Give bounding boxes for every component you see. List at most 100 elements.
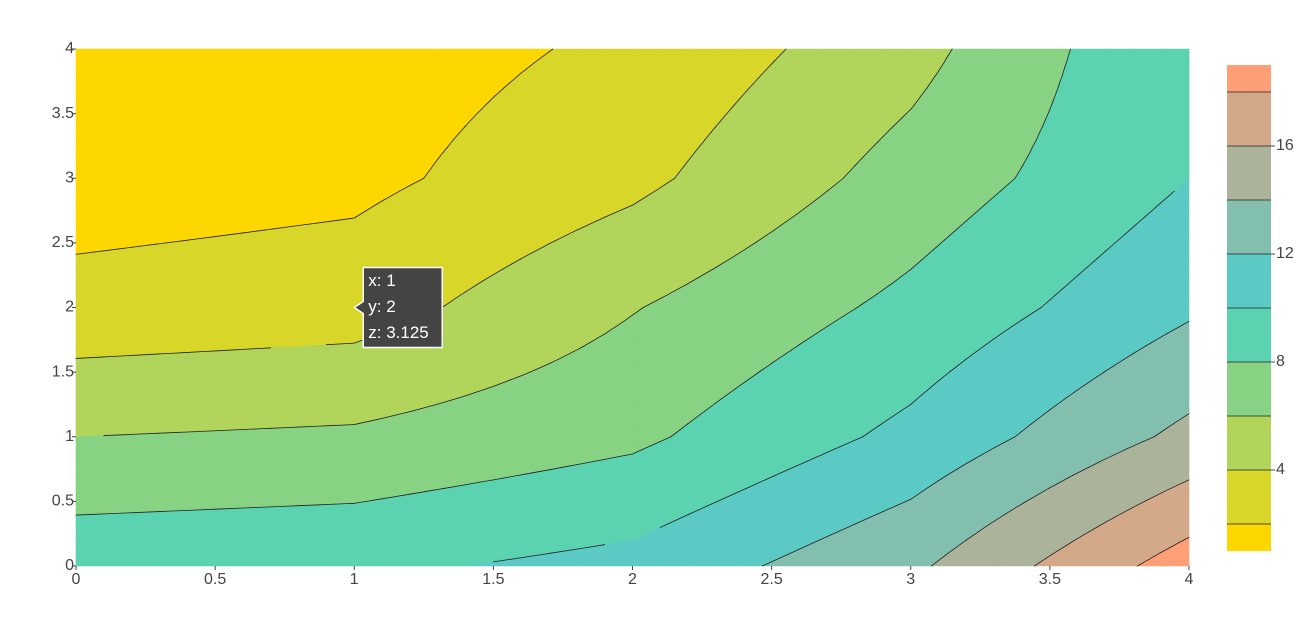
- contour-fill: [381, 48, 411, 63]
- y-tick-label: 4: [65, 40, 74, 57]
- contour-line: [993, 190, 1001, 197]
- contour-line: [694, 147, 700, 153]
- contour-line: [975, 203, 986, 214]
- contour-line: [1077, 462, 1099, 474]
- contour-line: [999, 184, 1008, 192]
- contour-line: [171, 352, 188, 354]
- colorbar-tick-label: 12: [1276, 245, 1294, 262]
- contour-line: [946, 48, 953, 59]
- contour-line: [214, 349, 236, 352]
- contour-line: [690, 273, 705, 283]
- contour-line: [159, 352, 173, 355]
- contour-line: [1022, 151, 1031, 166]
- contour-line: [1049, 475, 1073, 489]
- contour-line: [826, 526, 849, 537]
- contour-line: [270, 426, 292, 429]
- contour-line: [715, 255, 736, 268]
- contour-line: [486, 100, 491, 104]
- contour-fill: [1133, 48, 1162, 63]
- colorbar-tick-label: 4: [1276, 461, 1285, 478]
- contour-line: [520, 61, 536, 74]
- contour-line: [520, 255, 527, 260]
- contour-line: [442, 147, 447, 153]
- contour-line: [1070, 275, 1079, 283]
- x-tick-label: 3.5: [1039, 571, 1061, 588]
- contour-line: [733, 100, 739, 106]
- contour-line: [749, 82, 755, 89]
- y-tick-label: 3: [65, 169, 74, 186]
- contour-line: [1077, 384, 1086, 391]
- contour-line: [140, 353, 160, 356]
- contour-line: [753, 74, 762, 84]
- contour-line: [604, 204, 633, 218]
- contour-line: [761, 561, 773, 567]
- contour-line: [938, 61, 945, 72]
- contour-line: [1018, 320, 1022, 323]
- contour-line: [520, 553, 549, 559]
- contour-line: [1057, 82, 1060, 89]
- contour-line: [476, 103, 488, 115]
- contour-line: [882, 281, 895, 291]
- contour-line: [165, 509, 188, 512]
- contour-line: [799, 332, 818, 346]
- contour-line: [930, 560, 939, 567]
- contour-line: [760, 63, 773, 76]
- contour-line: [1154, 552, 1161, 557]
- contour-line: [576, 345, 584, 351]
- contour-line: [104, 512, 133, 515]
- contour-line: [624, 314, 633, 321]
- contour-line: [75, 513, 95, 516]
- contour-line: [737, 93, 745, 102]
- contour-line: [882, 126, 894, 138]
- contour-line: [1049, 397, 1067, 411]
- contour-line: [660, 514, 689, 528]
- contour-line: [465, 389, 484, 397]
- contour-line: [478, 479, 494, 483]
- contour-fill: [75, 48, 104, 63]
- contour-line: [607, 320, 626, 333]
- contour-line: [1068, 48, 1071, 54]
- contour-fills: [75, 48, 1190, 567]
- contour-line: [357, 417, 383, 425]
- contour-line: [502, 258, 522, 270]
- contour-line: [489, 97, 494, 102]
- contour-fill: [882, 48, 911, 63]
- contour-line: [298, 504, 320, 507]
- contour-line: [1105, 242, 1116, 252]
- contour-line: [1125, 229, 1131, 234]
- contour-line: [818, 536, 828, 541]
- contour-line: [682, 164, 685, 169]
- contour-line: [955, 220, 967, 231]
- contour-line: [1144, 336, 1162, 347]
- contour-line: [935, 70, 939, 76]
- contour-line: [641, 441, 661, 451]
- contour-fill: [966, 48, 995, 63]
- contour-line: [106, 433, 133, 436]
- contour-line: [993, 513, 1006, 522]
- contour-line: [875, 289, 884, 295]
- contour-line: [516, 74, 520, 78]
- contour-line: [1153, 431, 1162, 438]
- contour-line: [1093, 255, 1101, 262]
- contour-line: [376, 200, 383, 205]
- contour-line: [1124, 445, 1134, 451]
- x-tick-label: 1: [350, 571, 359, 588]
- colorbar-band: [1227, 362, 1271, 416]
- contour-line: [576, 546, 591, 550]
- colorbar-band: [1227, 146, 1271, 200]
- x-tick-label: 4: [1185, 571, 1194, 588]
- contour-line: [799, 539, 820, 550]
- contour-line: [441, 300, 453, 308]
- contour-line: [399, 185, 411, 192]
- contour-line: [1053, 87, 1059, 100]
- contour-line: [688, 501, 717, 515]
- contour-line: [1025, 490, 1045, 502]
- contour-line: [856, 303, 863, 308]
- contour-line: [826, 449, 834, 453]
- contour-line: [803, 451, 828, 464]
- contour-line: [492, 384, 498, 387]
- y-tick-label: 1.5: [52, 363, 74, 380]
- contour-line: [433, 489, 439, 491]
- contour-line: [1040, 299, 1051, 308]
- contour-line: [432, 158, 439, 166]
